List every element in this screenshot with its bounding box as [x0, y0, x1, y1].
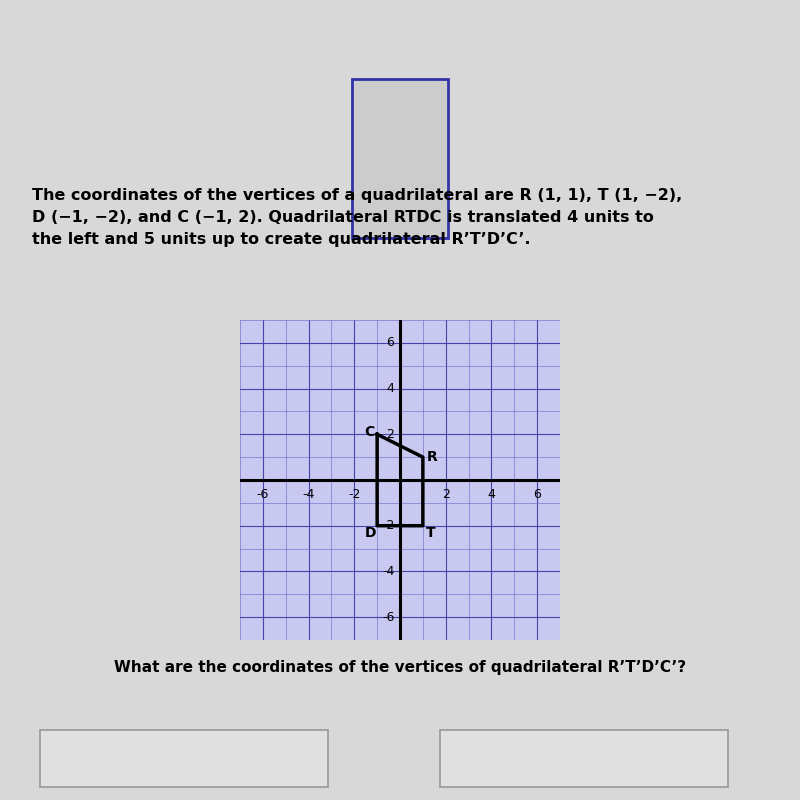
Text: -6: -6 — [382, 610, 394, 624]
Text: 6: 6 — [386, 336, 394, 350]
Text: -4: -4 — [302, 488, 314, 501]
FancyBboxPatch shape — [40, 730, 328, 787]
Text: 4: 4 — [487, 488, 495, 501]
Text: 4: 4 — [386, 382, 394, 395]
Text: D: D — [365, 526, 376, 539]
Text: 2: 2 — [386, 428, 394, 441]
Text: -2: -2 — [348, 488, 361, 501]
Text: -4: -4 — [382, 565, 394, 578]
Text: The coordinates of the vertices of a quadrilateral are R (1, 1), T (1, −2),
D (−: The coordinates of the vertices of a qua… — [32, 187, 682, 247]
FancyBboxPatch shape — [440, 730, 728, 787]
Text: R: R — [426, 450, 437, 464]
FancyBboxPatch shape — [352, 79, 448, 238]
Text: -2: -2 — [382, 519, 394, 532]
Text: T: T — [426, 526, 436, 539]
Text: 6: 6 — [534, 488, 541, 501]
Text: 2: 2 — [442, 488, 450, 501]
Text: What are the coordinates of the vertices of quadrilateral R’T’D’C’?: What are the coordinates of the vertices… — [114, 660, 686, 674]
Text: C: C — [365, 425, 375, 439]
Text: -6: -6 — [257, 488, 269, 501]
